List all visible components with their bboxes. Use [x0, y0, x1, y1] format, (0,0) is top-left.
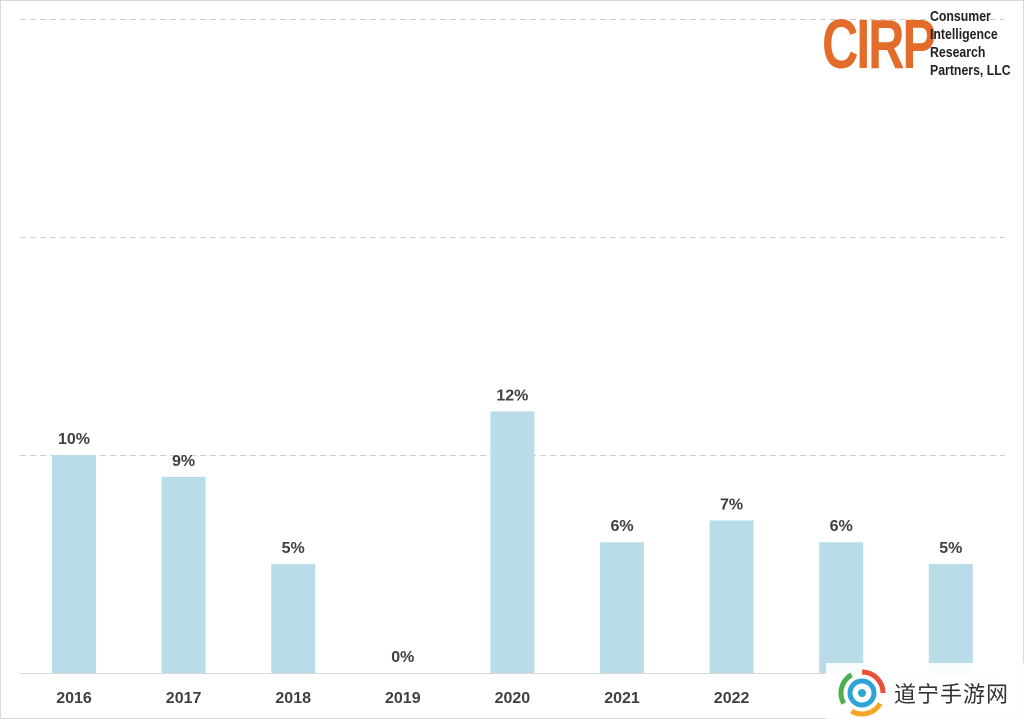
x-tick-label: 2019 — [385, 690, 421, 707]
x-tick-label: 2018 — [275, 690, 311, 707]
data-label: 0% — [391, 649, 414, 666]
data-label: 6% — [830, 518, 853, 535]
bar — [271, 564, 316, 673]
swirl-logo-icon — [838, 669, 886, 717]
bar — [52, 455, 96, 673]
x-tick-label: 2022 — [714, 690, 750, 707]
data-label: 12% — [496, 387, 528, 404]
logo-name-line: Research — [930, 44, 986, 61]
data-label: 7% — [720, 496, 743, 513]
data-label: 10% — [58, 431, 90, 448]
logo-name-line: Intelligence — [930, 26, 998, 43]
watermark: 道宁手游网 — [826, 663, 1024, 719]
logo-name-line: Consumer — [930, 8, 991, 25]
x-tick-label: 2021 — [604, 690, 640, 707]
bar — [928, 564, 973, 673]
watermark-text: 道宁手游网 — [894, 683, 1010, 708]
bar — [709, 520, 754, 673]
data-label: 6% — [610, 518, 633, 535]
x-tick-label: 2017 — [166, 690, 202, 707]
bar — [490, 411, 535, 673]
logo-name-line: Partners, LLC — [930, 62, 1011, 79]
logo-mark: CIRP — [822, 5, 936, 83]
data-label: 5% — [282, 540, 305, 557]
data-label: 5% — [939, 540, 962, 557]
data-label: 9% — [172, 453, 195, 470]
x-tick-label: 2020 — [495, 690, 531, 707]
x-tick-label: 2016 — [56, 690, 92, 707]
bar — [161, 476, 206, 673]
cirp-logo: CIRP Consumer Intelligence Research Part… — [822, 6, 1018, 82]
logo-company-name: Consumer Intelligence Research Partners,… — [930, 8, 1011, 80]
bar — [600, 542, 644, 673]
bar — [819, 542, 864, 673]
